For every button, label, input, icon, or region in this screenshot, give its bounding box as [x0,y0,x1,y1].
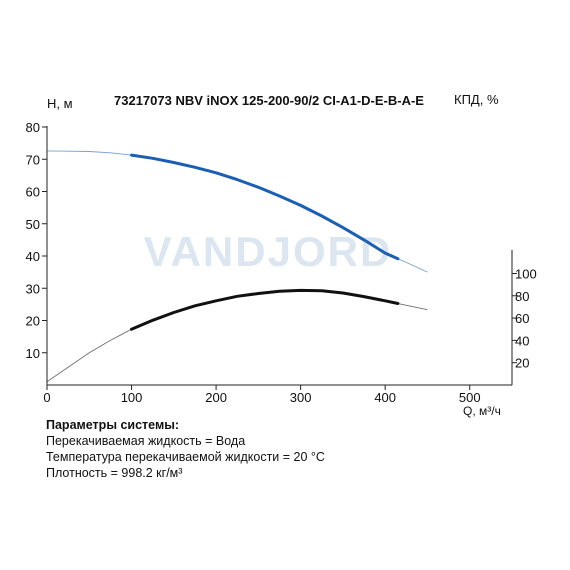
watermark-logo: VANDJORD [144,228,393,275]
system-parameters: Параметры системы: Перекачиваемая жидкос… [46,417,325,481]
series-efficiency-operating [130,288,400,331]
x-tick-label: 400 [374,390,396,405]
x-tick-label: 300 [290,390,312,405]
chart-title: 73217073 NBV iNOX 125-200-90/2 CI-A1-D-E… [114,93,424,108]
param-density: Плотность = 998.2 кг/м³ [46,466,183,480]
y-right-tick-label: 20 [515,356,529,371]
x-tick-label: 500 [459,390,481,405]
x-axis-label: Q, м³/ч [463,404,501,418]
x-tick-label: 0 [43,390,50,405]
y-left-tick-label: 60 [26,185,40,200]
params-header: Параметры системы: [46,418,180,432]
y-right-tick-label: 80 [515,289,529,304]
y-left-tick-label: 20 [26,314,40,329]
y-left-tick-label: 10 [26,346,40,361]
y-left-tick-label: 70 [26,152,40,167]
y-right-tick-label: 60 [515,311,529,326]
y-left-tick-label: 30 [26,281,40,296]
series-head-operating [130,153,400,261]
param-temperature: Температура перекачиваемой жидкости = 20… [46,450,325,464]
y-right-tick-label: 100 [515,266,537,281]
x-tick-label: 100 [121,390,143,405]
series-efficiency-full [46,289,428,383]
y-left-tick-label: 80 [26,120,40,135]
y-left-tick-label: 50 [26,217,40,232]
y-left-axis-label: Н, м [47,96,73,111]
param-fluid: Перекачиваемая жидкость = Вода [46,434,246,448]
y-right-tick-label: 40 [515,333,529,348]
x-tick-label: 200 [205,390,227,405]
y-left-tick-label: 40 [26,249,40,264]
y-right-axis-label: КПД, % [454,92,499,107]
